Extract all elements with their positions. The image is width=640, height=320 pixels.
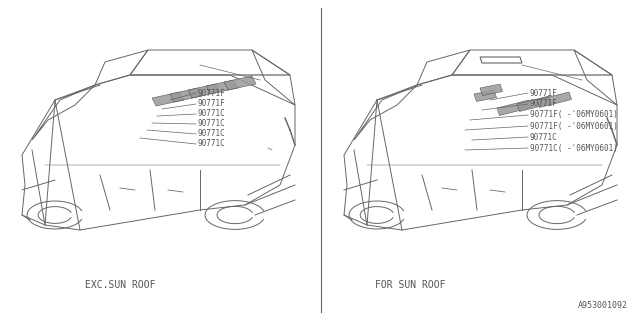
Polygon shape — [152, 92, 184, 106]
Text: 90771C: 90771C — [198, 109, 226, 118]
Text: EXC.SUN ROOF: EXC.SUN ROOF — [85, 280, 156, 290]
Text: 90771C: 90771C — [198, 119, 226, 129]
Text: A953001092: A953001092 — [578, 301, 628, 310]
Polygon shape — [206, 80, 238, 94]
Text: 90771F: 90771F — [530, 100, 557, 108]
Text: 90771F( -'06MY0601): 90771F( -'06MY0601) — [530, 122, 618, 131]
Polygon shape — [517, 96, 552, 111]
Polygon shape — [497, 100, 531, 116]
Text: 90771C( -'06MY0601): 90771C( -'06MY0601) — [530, 143, 618, 153]
Polygon shape — [480, 84, 502, 95]
Polygon shape — [224, 76, 256, 90]
Text: 90771C: 90771C — [198, 140, 226, 148]
Text: 90771C: 90771C — [198, 130, 226, 139]
Polygon shape — [537, 92, 572, 108]
Text: 90771F: 90771F — [198, 100, 226, 108]
Polygon shape — [170, 88, 202, 102]
Polygon shape — [188, 84, 220, 98]
Text: 90771F: 90771F — [198, 89, 226, 98]
Text: 90771C: 90771C — [530, 132, 557, 141]
Text: 90771F( -'06MY0601): 90771F( -'06MY0601) — [530, 110, 618, 119]
Text: 90771F: 90771F — [530, 89, 557, 98]
Text: FOR SUN ROOF: FOR SUN ROOF — [375, 280, 445, 290]
Polygon shape — [474, 90, 497, 101]
